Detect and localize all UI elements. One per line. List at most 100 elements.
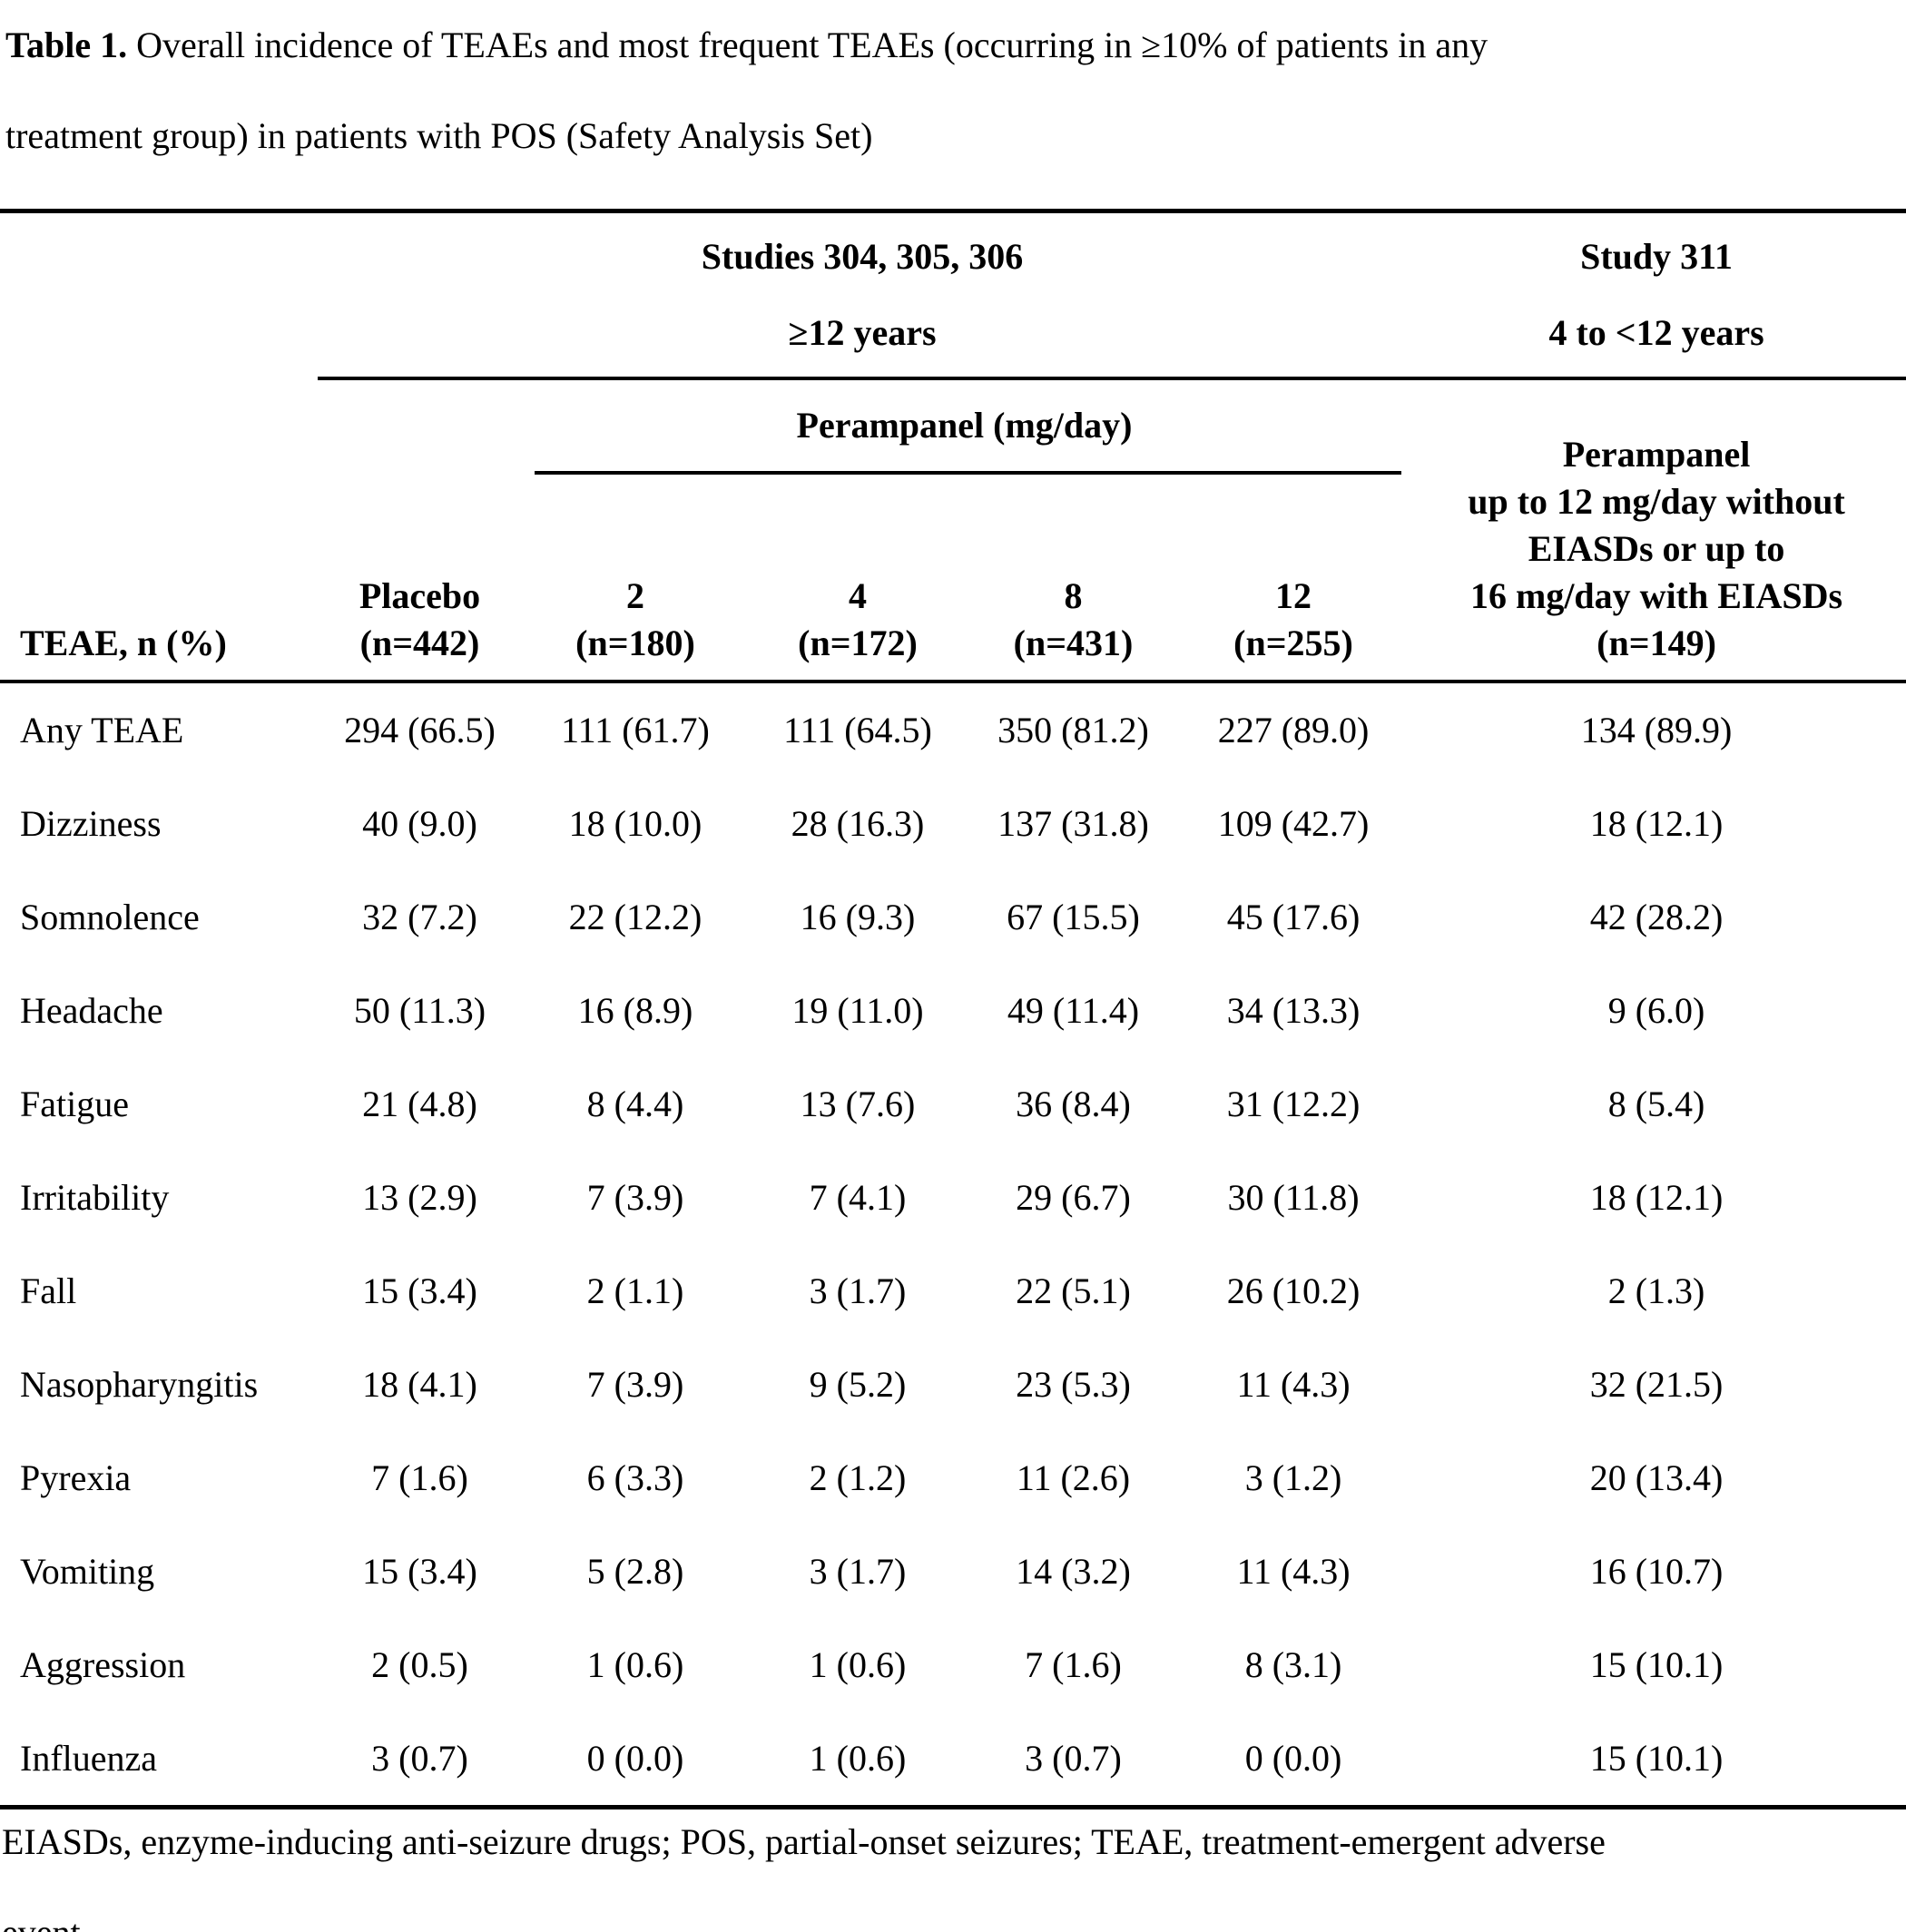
placebo-header-n: (n=442) [359, 623, 480, 663]
teae-row-label: Dizziness [20, 803, 162, 844]
value-cell-4mg: 9 (5.2) [809, 1364, 907, 1405]
teae-row-label: Pyrexia [20, 1457, 132, 1498]
table-row-influenza: Influenza 3 (0.7) 0 (0.0) 1 (0.6) 3 (0.7… [0, 1711, 1906, 1809]
value-cell-4mg: 2 (1.2) [809, 1457, 907, 1498]
study311-col-line-3: EIASDs or up to [1528, 528, 1785, 569]
value-cell-8mg: 14 (3.2) [1016, 1551, 1131, 1592]
value-cell-placebo: 21 (4.8) [362, 1084, 477, 1124]
value-cell-12mg: 45 (17.6) [1226, 897, 1361, 937]
value-cell-4mg: 16 (9.3) [800, 897, 916, 937]
value-cell-placebo: 2 (0.5) [371, 1644, 468, 1685]
table-caption: Table 1. Overall incidence of TEAEs and … [0, 0, 1906, 181]
study311-col-line-2: up to 12 mg/day without [1468, 481, 1845, 522]
value-cell-8mg: 350 (81.2) [997, 710, 1149, 750]
header-spacer [0, 378, 318, 476]
value-cell-8mg: 11 (2.6) [1016, 1457, 1131, 1498]
value-cell-study311: 15 (10.1) [1589, 1644, 1724, 1685]
footnote-line-1: EIASDs, enzyme-inducing anti-seizure dru… [2, 1821, 1606, 1862]
study311-col-line-5: (n=149) [1597, 623, 1716, 663]
study311-group-age: 4 to <12 years [1548, 312, 1764, 353]
dose-4-column-header: 4 (n=172) [749, 476, 967, 683]
teae-row-label: Irritability [20, 1177, 170, 1218]
value-cell-study311: 2 (1.3) [1607, 1270, 1705, 1311]
teae-row-label: Somnolence [20, 897, 200, 937]
value-cell-study311: 9 (6.0) [1607, 990, 1705, 1031]
value-cell-study311: 18 (12.1) [1589, 1177, 1724, 1218]
teae-incidence-table: Studies 304, 305, 306 ≥12 years Study 31… [0, 209, 1906, 1809]
value-cell-4mg: 1 (0.6) [809, 1644, 907, 1685]
teae-row-label: Fall [20, 1270, 77, 1311]
value-cell-study311: 18 (12.1) [1589, 803, 1724, 844]
value-cell-8mg: 67 (15.5) [1007, 897, 1140, 937]
value-cell-4mg: 1 (0.6) [749, 1711, 967, 1809]
value-cell-2mg: 8 (4.4) [586, 1084, 684, 1124]
header-spacer [318, 378, 522, 476]
value-cell-4mg: 3 (1.7) [809, 1551, 907, 1592]
value-cell-2mg: 5 (2.8) [586, 1551, 684, 1592]
dose-2-header-line-1: 2 [626, 575, 644, 616]
studies-group-title: Studies 304, 305, 306 [701, 236, 1024, 277]
value-cell-placebo: 15 (3.4) [362, 1270, 477, 1311]
teae-row-label: Influenza [0, 1711, 318, 1809]
value-cell-12mg: 11 (4.3) [1236, 1364, 1351, 1405]
value-cell-8mg: 22 (5.1) [1016, 1270, 1131, 1311]
value-cell-8mg: 49 (11.4) [1007, 990, 1140, 1031]
studies-group-header: Studies 304, 305, 306 ≥12 years [318, 211, 1408, 380]
value-cell-4mg: 19 (11.0) [791, 990, 924, 1031]
value-cell-2mg: 111 (61.7) [561, 710, 710, 750]
perampanel-underline-rule [535, 471, 1402, 475]
value-cell-2mg: 1 (0.6) [586, 1644, 684, 1685]
caption-text-1: Overall incidence of TEAEs and most freq… [127, 25, 1488, 65]
value-cell-placebo: 294 (66.5) [344, 710, 496, 750]
value-cell-12mg: 11 (4.3) [1236, 1551, 1351, 1592]
teae-row-label: Vomiting [20, 1551, 155, 1592]
table-footnote: EIASDs, enzyme-inducing anti-seizure dru… [0, 1797, 1906, 1932]
value-cell-study311: 8 (5.4) [1607, 1084, 1705, 1124]
value-cell-study311: 32 (21.5) [1589, 1364, 1724, 1405]
value-cell-study311: 134 (89.9) [1580, 710, 1733, 750]
value-cell-placebo: 15 (3.4) [362, 1551, 477, 1592]
value-cell-2mg: 6 (3.3) [586, 1457, 684, 1498]
caption-line-1: Table 1. Overall incidence of TEAEs and … [0, 0, 1906, 91]
value-cell-12mg: 34 (13.3) [1226, 990, 1361, 1031]
study311-column-header: Perampanel up to 12 mg/day without EIASD… [1407, 378, 1906, 683]
value-cell-4mg: 3 (1.7) [809, 1270, 907, 1311]
value-cell-placebo: 32 (7.2) [362, 897, 477, 937]
dose-12-header-line-1: 12 [1275, 575, 1312, 616]
value-cell-study311: 16 (10.7) [1589, 1551, 1724, 1592]
dose-8-header-line-1: 8 [1064, 575, 1083, 616]
value-cell-placebo: 13 (2.9) [362, 1177, 477, 1218]
header-spacer [0, 211, 318, 379]
value-cell-12mg: 31 (12.2) [1226, 1084, 1361, 1124]
row-label-header: TEAE, n (%) [0, 476, 318, 683]
value-cell-4mg: 7 (4.1) [809, 1177, 907, 1218]
table-row-somnolence: Somnolence 32 (7.2) 22 (12.2) 16 (9.3) 6… [0, 870, 1906, 964]
value-cell-8mg: 36 (8.4) [1016, 1084, 1131, 1124]
value-cell-placebo: 7 (1.6) [371, 1457, 468, 1498]
dose-8-column-header: 8 (n=431) [967, 476, 1180, 683]
teae-row-label: Nasopharyngitis [20, 1364, 259, 1405]
caption-line-2: treatment group) in patients with POS (S… [5, 115, 873, 156]
dose-4-header-line-1: 4 [849, 575, 867, 616]
placebo-header-line-1: Placebo [359, 575, 481, 616]
perampanel-dose-span-label: Perampanel (mg/day) [796, 405, 1133, 446]
header-group-row: Studies 304, 305, 306 ≥12 years Study 31… [0, 211, 1906, 380]
table-row-pyrexia: Pyrexia 7 (1.6) 6 (3.3) 2 (1.2) 11 (2.6)… [0, 1431, 1906, 1525]
value-cell-placebo: 3 (0.7) [318, 1711, 522, 1809]
value-cell-12mg: 0 (0.0) [1180, 1711, 1408, 1809]
value-cell-8mg: 137 (31.8) [997, 803, 1149, 844]
dose-12-header-n: (n=255) [1233, 623, 1353, 663]
dose-2-column-header: 2 (n=180) [522, 476, 749, 683]
value-cell-12mg: 8 (3.1) [1244, 1644, 1342, 1685]
table-row-fatigue: Fatigue 21 (4.8) 8 (4.4) 13 (7.6) 36 (8.… [0, 1057, 1906, 1151]
footnote-line-2: event. [0, 1888, 1906, 1932]
table-row-dizziness: Dizziness 40 (9.0) 18 (10.0) 28 (16.3) 1… [0, 777, 1906, 870]
value-cell-12mg: 26 (10.2) [1226, 1270, 1361, 1311]
table-row-any-teae: Any TEAE 294 (66.5) 111 (61.7) 111 (64.5… [0, 682, 1906, 777]
teae-row-label: Fatigue [20, 1084, 129, 1124]
value-cell-4mg: 28 (16.3) [791, 803, 925, 844]
table-row-irritability: Irritability 13 (2.9) 7 (3.9) 7 (4.1) 29… [0, 1151, 1906, 1244]
table-row-headache: Headache 50 (11.3) 16 (8.9) 19 (11.0) 49… [0, 964, 1906, 1057]
value-cell-study311: 42 (28.2) [1589, 897, 1724, 937]
